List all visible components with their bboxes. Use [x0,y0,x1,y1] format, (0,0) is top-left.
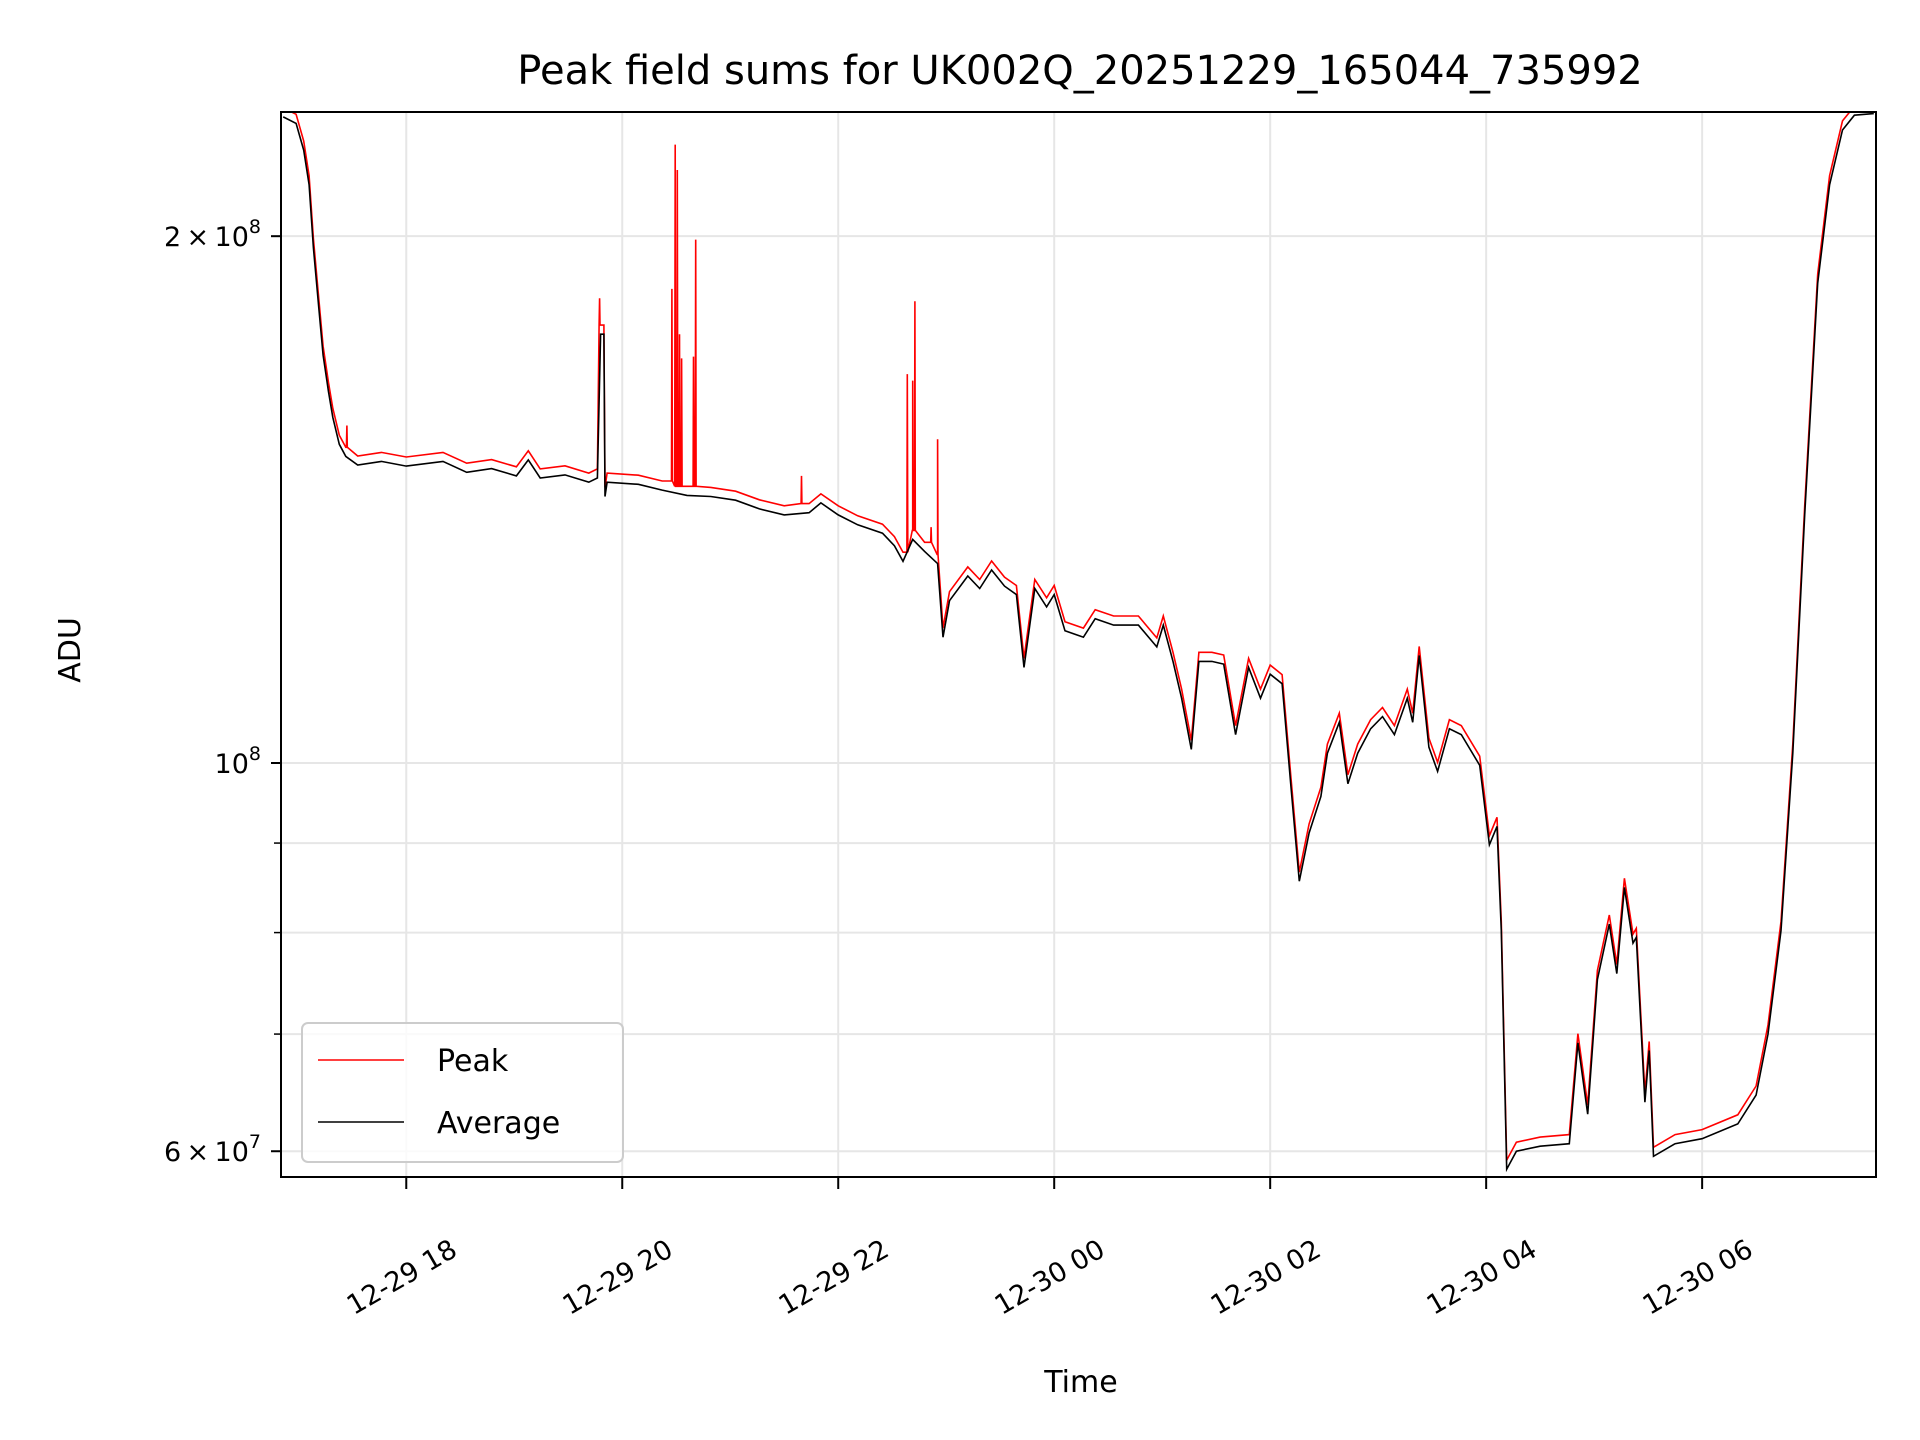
y-tick-label: 2 × 108 [164,216,261,253]
legend-peak-label: Peak [437,1044,509,1079]
legend-average-label: Average [437,1106,560,1141]
y-tick-exponent: 8 [249,216,261,238]
axes-frame [280,111,1877,1178]
y-tick-mantissa: 2 × 10 [164,222,249,253]
grid [281,112,1876,1177]
y-tick-exponent: 7 [249,1131,261,1153]
legend: Peak Average [301,1022,624,1163]
average-series-line [282,112,1874,1173]
y-tick-label: 108 [215,743,261,780]
chart-title: Peak field sums for UK002Q_20251229_1650… [517,48,1642,94]
x-axis-label: Time [1043,1365,1117,1400]
y-axis-label: ADU [53,617,88,683]
y-tick-mantissa: 10 [215,749,249,780]
plot-area [282,112,1874,1173]
y-tick-label: 6 × 107 [164,1131,261,1168]
legend-box [301,1022,624,1163]
y-tick-mantissa: 6 × 10 [164,1137,249,1168]
y-tick-exponent: 8 [249,743,261,765]
